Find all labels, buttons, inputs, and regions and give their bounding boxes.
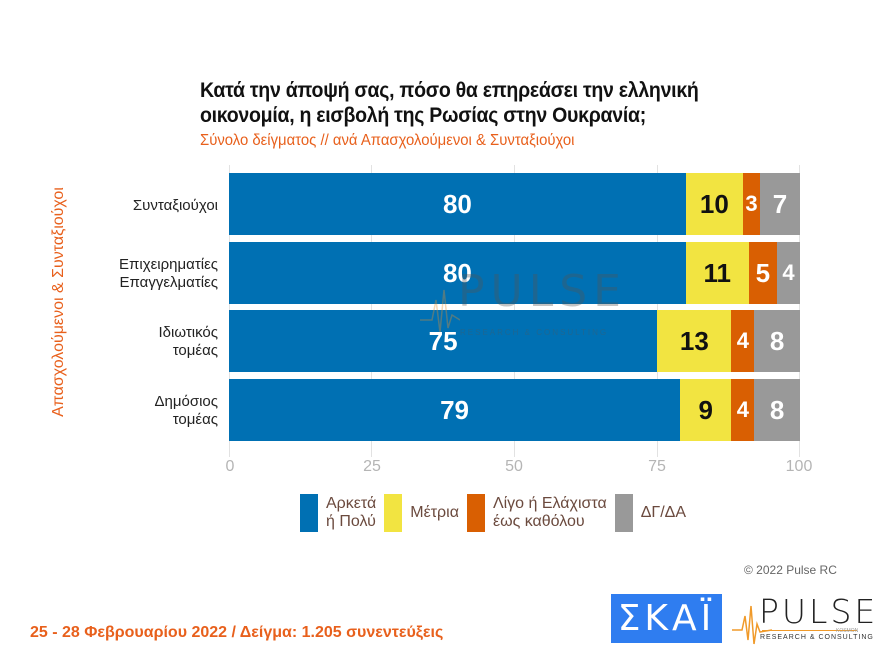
bar-row: 80 11 5 4 [229,242,800,304]
legend-swatch [466,494,485,532]
legend-swatch [614,494,633,532]
bar-segment-much: 80 [229,173,686,235]
plot-area: 80 10 3 7 80 11 5 4 75 13 4 8 79 9 4 8 [229,165,800,457]
bar-segment-little: 3 [742,173,761,235]
chart-title: Κατά την άποψή σας, πόσο θα επηρεάσει τη… [200,79,699,127]
bar-row: 80 10 3 7 [229,173,800,235]
x-tick-label: 25 [363,458,381,475]
legend-item: ΔΓ/ΔΑ [614,494,687,532]
x-tick-label: 100 [785,458,813,475]
pulse-line [762,630,857,631]
category-label-line: τομέας [172,411,218,428]
category-label: Επιχειρηματίες Επαγγελματίες [48,243,218,305]
bar-segment-much: 80 [229,242,686,304]
copyright: © 2022 Pulse RC [744,563,837,577]
bar-segment-moderate: 10 [685,173,743,235]
legend-item: Λίγο ή Ελάχιστα έως καθόλου [466,494,607,532]
fieldwork-info: 25 - 28 Φεβρουαρίου 2022 / Δείγμα: 1.205… [30,624,444,641]
legend-item: Αρκετά ή Πολύ [300,494,376,532]
bar-row: 75 13 4 8 [229,310,800,372]
category-label-line: Δημόσιος [154,393,218,410]
skai-logo: ΣΚΑΪ [611,594,722,643]
bar-segment-dk: 8 [754,310,800,372]
category-label-line: Ιδιωτικός [158,324,219,341]
legend-label: Λίγο ή Ελάχιστα έως καθόλου [492,495,607,530]
category-label: Συνταξιούχοι [48,175,218,237]
x-tick-label: 0 [225,458,235,475]
legend-swatch [300,494,318,532]
category-label-line: Επαγγελματίες [119,274,219,291]
x-tick-label: 75 [648,458,666,475]
bar-segment-dk: 8 [754,379,800,441]
chart-subtitle: Σύνολο δείγματος // ανά Απασχολούμενοι &… [200,132,575,149]
pulse-logo-sub: RESEARCH & CONSULTING [760,634,874,641]
x-tick-label: 50 [505,458,523,475]
legend: Αρκετά ή Πολύ Μέτρια Λίγο ή Ελάχιστα έως κ… [300,494,694,532]
bar-segment-moderate: 9 [680,379,732,441]
category-label-line: Επιχειρηματίες [119,256,218,273]
bar-segment-much: 75 [229,310,658,372]
bar-segment-dk: 7 [760,173,800,235]
bar-segment-little: 4 [731,379,755,441]
bar-segment-little: 4 [731,310,755,372]
bar-segment-much: 79 [229,379,681,441]
bar-row: 79 9 4 8 [229,379,800,441]
category-label: Ιδιωτικός τομέας [48,311,219,373]
category-label-line: τομέας [172,342,218,359]
pulse-logo: PULSE KOSMON RESEARCH & CONSULTING [732,592,875,646]
bar-segment-dk: 4 [777,242,800,304]
pulse-wave-icon [732,605,772,645]
legend-swatch [384,494,403,532]
category-label-line: Συνταξιούχοι [132,197,218,214]
pulse-logo-kosmon: KOSMON [836,628,859,634]
pulse-logo-word: PULSE [759,592,879,631]
legend-label: Αρκετά ή Πολύ [326,495,377,530]
legend-label: ΔΓ/ΔΑ [640,504,687,521]
bar-segment-moderate: 13 [657,310,732,372]
legend-item: Μέτρια [384,494,459,532]
legend-label: Μέτρια [410,504,459,521]
bar-segment-moderate: 11 [685,242,749,304]
category-label: Δημόσιος τομέας [48,380,218,442]
bar-segment-little: 5 [748,242,778,304]
